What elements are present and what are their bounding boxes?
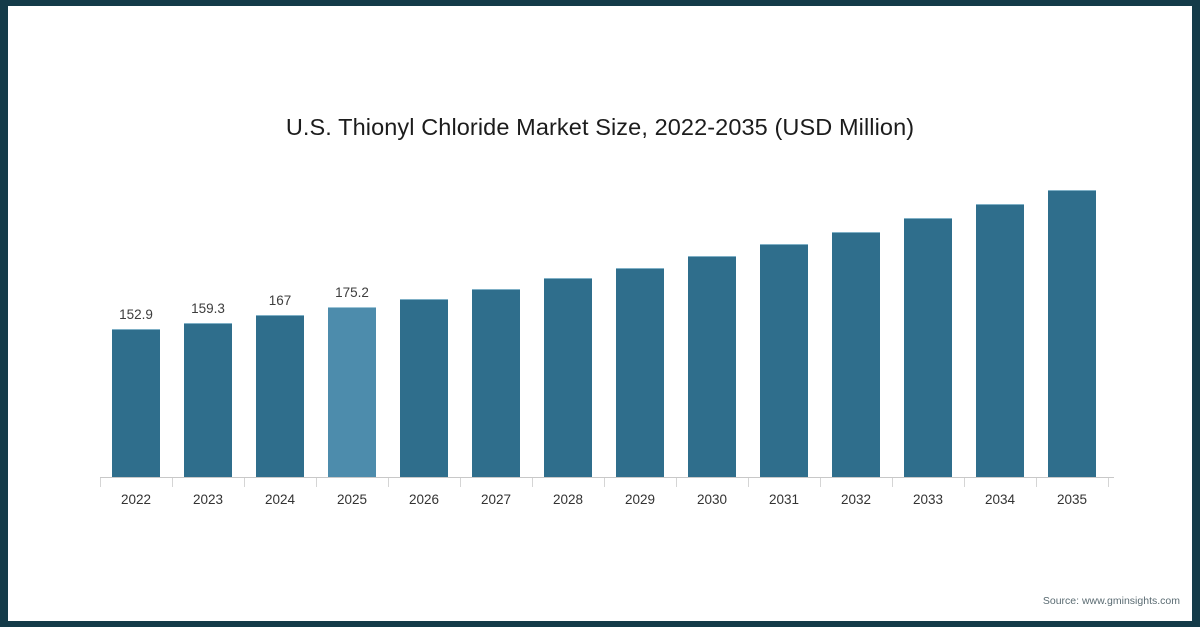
axis-tick xyxy=(748,478,749,487)
bar-2035[interactable] xyxy=(1048,189,1096,478)
bar-2027[interactable] xyxy=(472,289,520,478)
chart-canvas: U.S. Thionyl Chloride Market Size, 2022-… xyxy=(8,6,1192,621)
chart-title: U.S. Thionyl Chloride Market Size, 2022-… xyxy=(285,114,915,140)
x-tick-label-2027: 2027 xyxy=(480,492,512,507)
x-tick-label-2025: 2025 xyxy=(336,492,368,507)
x-tick-label-2034: 2034 xyxy=(984,492,1016,507)
axis-tick xyxy=(820,478,821,487)
bar-2022[interactable] xyxy=(112,329,160,478)
axis-tick xyxy=(460,478,461,487)
axis-tick xyxy=(100,478,101,487)
x-axis-line xyxy=(100,477,1114,478)
bar-2029[interactable] xyxy=(616,267,664,478)
axis-tick xyxy=(892,478,893,487)
bar-2030[interactable] xyxy=(688,255,736,478)
axis-tick xyxy=(172,478,173,487)
bar-2034[interactable] xyxy=(976,204,1024,478)
bar-2033[interactable] xyxy=(904,217,952,478)
bar-2028[interactable] xyxy=(544,278,592,478)
axis-tick xyxy=(316,478,317,487)
x-tick-label-2031: 2031 xyxy=(768,492,800,507)
data-label-2024: 167 xyxy=(268,293,292,309)
x-axis-labels: 2022 2023 2024 2025 2026 2027 2028 2029 2030 2031… xyxy=(100,492,1114,514)
axis-tick xyxy=(964,478,965,487)
data-label-2022: 152.9 xyxy=(119,307,153,323)
x-tick-label-2026: 2026 xyxy=(408,492,440,507)
bar-2026[interactable] xyxy=(400,298,448,478)
data-label-2023: 159.3 xyxy=(191,300,225,316)
axis-tick xyxy=(1108,478,1109,487)
bar-2024[interactable] xyxy=(256,315,304,478)
x-tick-label-2028: 2028 xyxy=(552,492,584,507)
axis-tick xyxy=(604,478,605,487)
axis-tick xyxy=(532,478,533,487)
x-tick-label-2023: 2023 xyxy=(192,492,224,507)
plot-area: 152.9 159.3 167 175.2 xyxy=(100,176,1112,478)
x-tick-label-2024: 2024 xyxy=(264,492,296,507)
x-tick-label-2029: 2029 xyxy=(624,492,656,507)
bar-2031[interactable] xyxy=(760,244,808,478)
x-tick-label-2032: 2032 xyxy=(840,492,872,507)
x-tick-label-2033: 2033 xyxy=(912,492,944,507)
bar-2032[interactable] xyxy=(832,231,880,478)
axis-tick xyxy=(1036,478,1037,487)
source-attribution: Source: www.gminsights.com xyxy=(1042,595,1180,607)
x-axis-ticks xyxy=(100,478,1114,488)
x-tick-label-2030: 2030 xyxy=(696,492,728,507)
axis-tick xyxy=(676,478,677,487)
data-label-2025: 175.2 xyxy=(335,285,369,301)
x-tick-label-2035: 2035 xyxy=(1056,492,1088,507)
bar-2023[interactable] xyxy=(184,322,232,478)
axis-tick xyxy=(388,478,389,487)
x-tick-label-2022: 2022 xyxy=(120,492,152,507)
bar-2025[interactable] xyxy=(328,307,376,478)
axis-tick xyxy=(244,478,245,487)
